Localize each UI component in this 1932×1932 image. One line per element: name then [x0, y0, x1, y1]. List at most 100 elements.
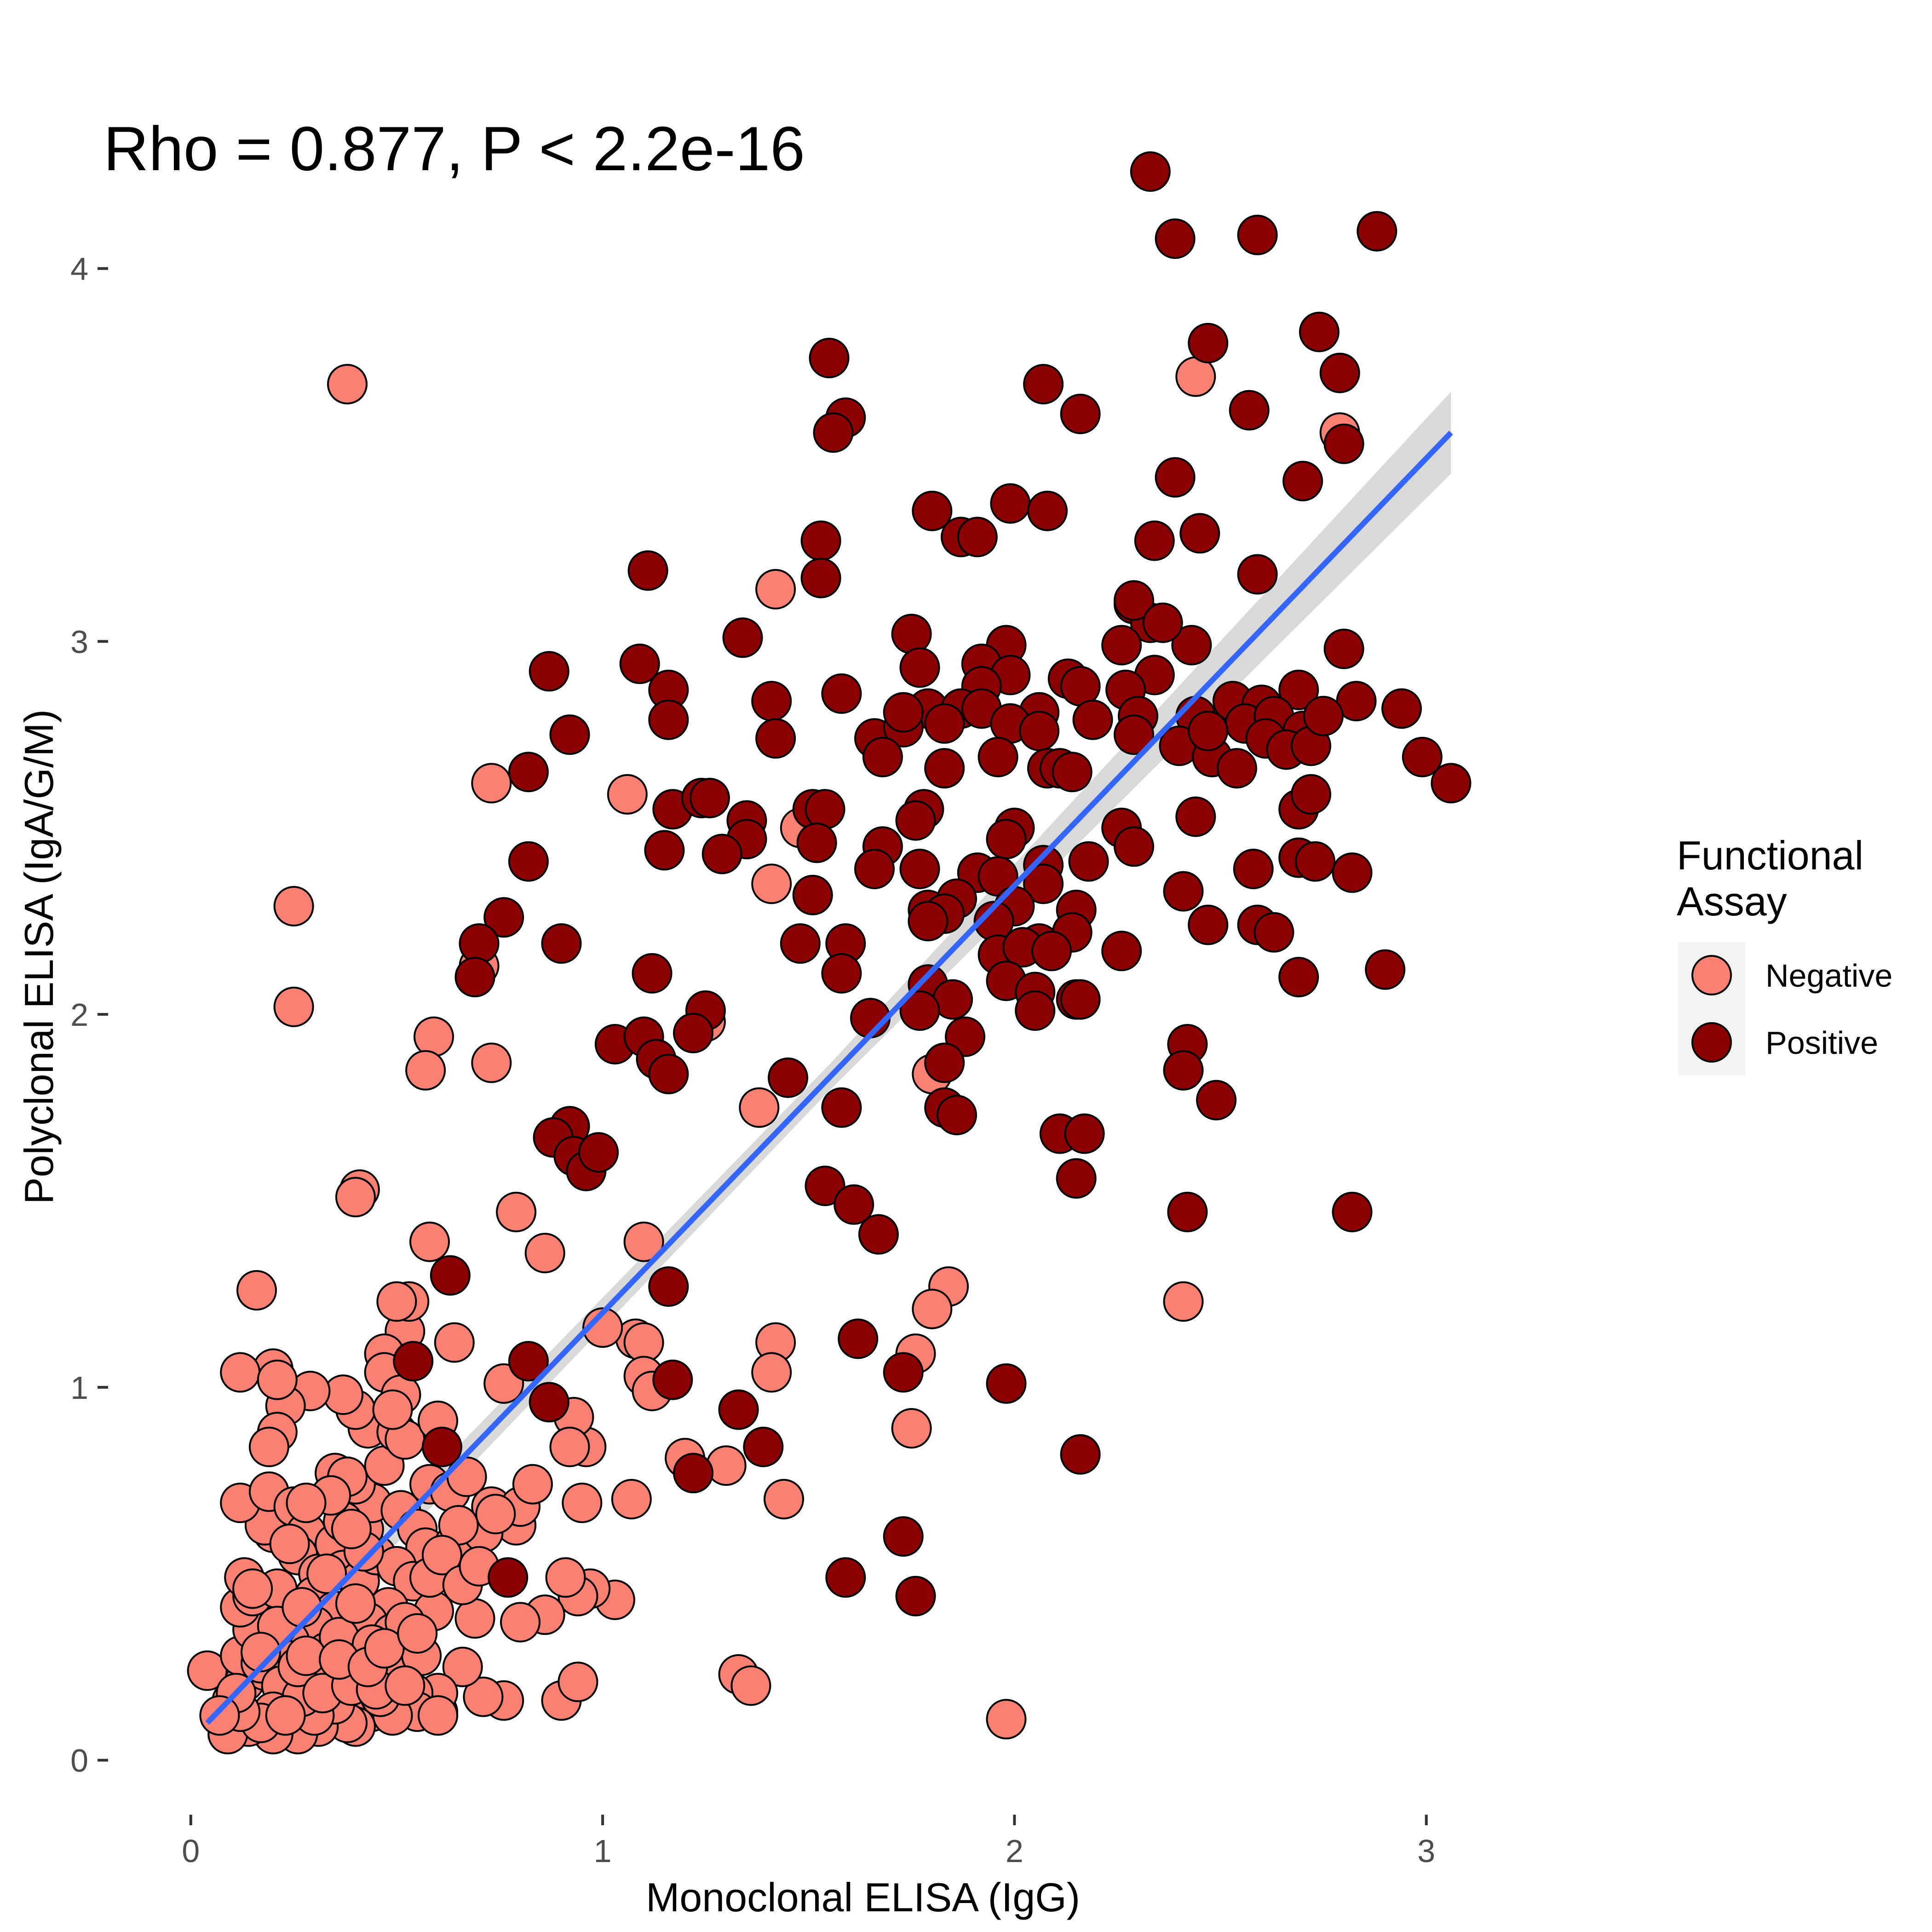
positive-point [619, 644, 660, 684]
positive-point [780, 923, 821, 964]
positive-point [1278, 669, 1319, 710]
positive-point [1019, 711, 1060, 751]
negative-point [421, 1535, 462, 1576]
x-tick-label: 0 [182, 1833, 200, 1869]
y-axis-ticks: 0 1 2 3 4 [70, 251, 108, 1779]
positive-point [1031, 931, 1072, 972]
negative-point [739, 1087, 780, 1128]
x-axis-title: Monoclonal ELISA (IgG) [646, 1874, 1080, 1920]
negative-point [306, 1553, 347, 1594]
positive-point [912, 490, 953, 531]
positive-point [899, 647, 940, 688]
positive-point [1060, 1434, 1101, 1475]
negative-point [986, 1699, 1027, 1740]
regression-line [205, 431, 1453, 1725]
positive-point [899, 849, 940, 889]
positive-point [1130, 151, 1171, 192]
positive-point [838, 1318, 879, 1359]
positive-point [508, 1341, 549, 1382]
positive-point [755, 718, 796, 759]
positive-point [1155, 218, 1196, 259]
negative-point [611, 1479, 652, 1519]
positive-point [1431, 763, 1472, 804]
positive-point [800, 558, 841, 598]
positive-point [1114, 826, 1154, 867]
positive-point [1188, 711, 1229, 751]
negative-point [562, 1483, 603, 1524]
negative-point [273, 886, 314, 926]
positive-point [1163, 1050, 1204, 1091]
positive-point [1291, 774, 1331, 815]
positive-point [454, 957, 495, 998]
positive-point [805, 1166, 845, 1206]
positive-point [578, 1132, 619, 1173]
positive-point [702, 834, 742, 874]
positive-point [957, 517, 998, 558]
positive-point [825, 1557, 866, 1598]
positive-point [924, 1042, 965, 1083]
y-tick-label: 2 [70, 997, 88, 1033]
positive-point [883, 1516, 924, 1557]
negative-point [471, 763, 512, 804]
positive-point [1167, 1191, 1208, 1232]
negative-point [220, 1352, 261, 1393]
negative-point [524, 1233, 565, 1273]
positive-point [1323, 628, 1364, 669]
negative-point [372, 1389, 413, 1430]
negative-point [257, 1359, 298, 1400]
positive-point [986, 1363, 1027, 1404]
negative-point [269, 1524, 310, 1564]
positive-point [1295, 841, 1335, 882]
x-tick-label: 3 [1417, 1833, 1435, 1869]
negative-point [409, 1221, 450, 1262]
positive-point [1332, 1191, 1373, 1232]
y-tick-label: 1 [70, 1370, 88, 1406]
positive-point [937, 1095, 977, 1135]
positive-point [924, 703, 965, 744]
positive-point [541, 923, 582, 964]
positive-point [899, 990, 940, 1031]
positive-point [1171, 625, 1212, 666]
positive-point [1023, 364, 1064, 405]
positive-point [421, 1426, 462, 1467]
negative-point [199, 1695, 240, 1736]
negative-point [418, 1695, 458, 1736]
negative-point [730, 1665, 771, 1706]
positive-point [924, 748, 965, 789]
negative-point [414, 1016, 454, 1057]
positive-point [796, 822, 837, 863]
positive-point [508, 841, 549, 882]
negative-point [512, 1464, 553, 1505]
positive-point [644, 830, 685, 871]
positive-point [722, 617, 763, 658]
positive-point [627, 550, 668, 591]
positive-point [1179, 513, 1220, 554]
positive-point [1163, 871, 1204, 912]
positive-point [1365, 949, 1406, 990]
positive-points [393, 151, 1472, 1616]
positive-point [1134, 520, 1175, 561]
positive-point [1060, 393, 1101, 434]
positive-point [854, 849, 895, 889]
positive-point [908, 901, 949, 942]
positive-point [813, 412, 854, 453]
negative-point [236, 1270, 277, 1311]
positive-point [1188, 322, 1229, 363]
negative-point [265, 1695, 306, 1736]
negative-point [1163, 1281, 1204, 1322]
positive-point [1101, 625, 1142, 666]
negative-point [397, 1613, 438, 1654]
legend-title-line1: Functional [1677, 833, 1863, 878]
negative-point [912, 1288, 953, 1329]
positive-point [1175, 796, 1216, 837]
positive-point [1052, 752, 1092, 793]
negative-point [471, 1042, 512, 1083]
positive-point [1237, 214, 1278, 255]
positive-point [1196, 1080, 1237, 1121]
positive-point [1216, 748, 1257, 789]
legend-positive-key [1691, 1022, 1732, 1063]
legend-label-positive: Positive [1765, 1025, 1878, 1061]
positive-point [529, 651, 569, 692]
positive-point [718, 1389, 759, 1430]
negative-point [607, 774, 648, 815]
